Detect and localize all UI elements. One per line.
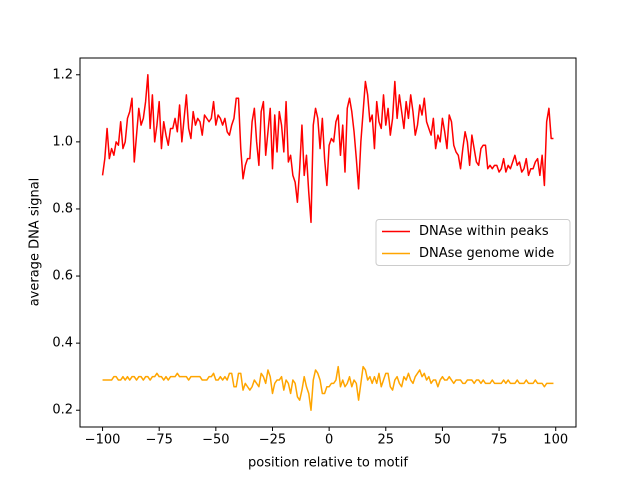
x-tick-label: 0: [325, 433, 333, 448]
y-tick-label: 1.2: [52, 67, 73, 82]
y-tick-label: 1.0: [52, 134, 73, 149]
x-tick-label: −50: [202, 433, 229, 448]
x-tick-label: −100: [85, 433, 121, 448]
line-series: [102, 365, 554, 411]
x-tick-label: −25: [259, 433, 286, 448]
legend-label: DNAse within peaks: [419, 224, 549, 239]
line-series: [101, 74, 554, 224]
x-tick-label: −75: [145, 433, 172, 448]
y-tick-label: 0.6: [52, 269, 73, 284]
x-tick-label: 50: [434, 433, 451, 448]
legend-label: DNAse genome wide: [419, 246, 554, 261]
plot-frame: [79, 57, 577, 428]
legend-frame: [375, 219, 571, 266]
y-tick-label: 0.8: [52, 201, 73, 216]
y-tick-label: 0.4: [52, 336, 73, 351]
x-tick-label: 75: [491, 433, 508, 448]
y-axis-label: average DNA signal: [28, 178, 43, 307]
x-tick-label: 100: [543, 433, 568, 448]
y-tick-label: 0.2: [52, 403, 73, 418]
x-tick-label: 25: [378, 433, 395, 448]
x-axis-label: position relative to motif: [248, 456, 408, 471]
